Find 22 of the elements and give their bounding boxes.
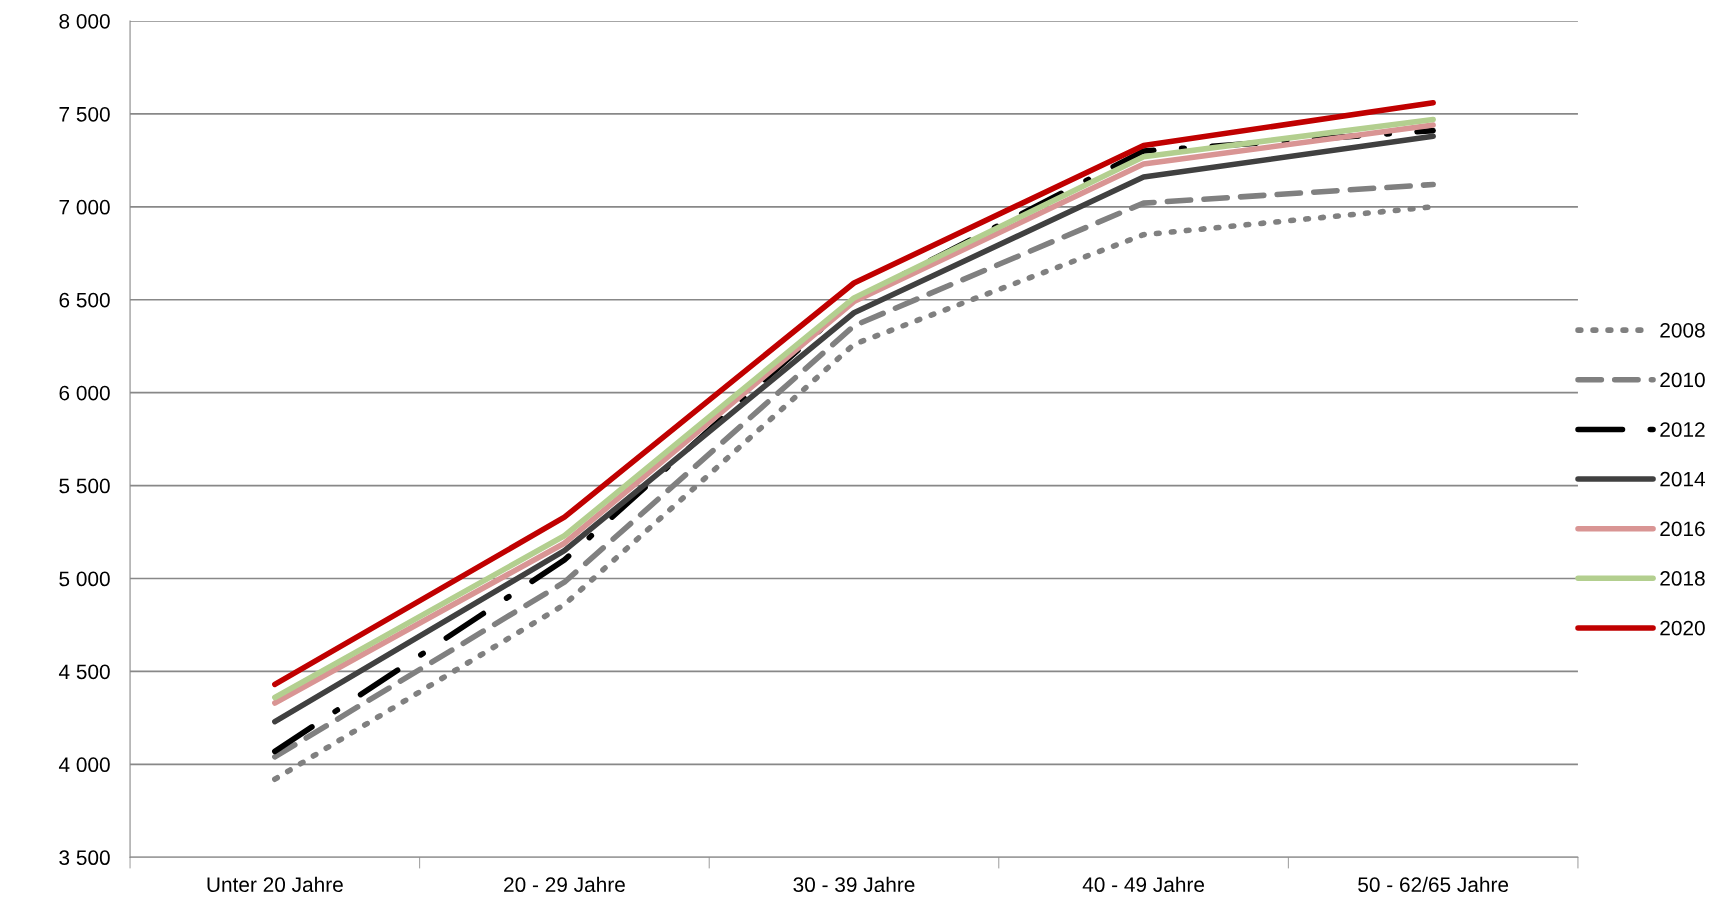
x-tick-label: 30 - 39 Jahre	[793, 876, 915, 893]
y-tick-label: 7 000	[59, 199, 110, 215]
legend-label: 2014	[1660, 471, 1706, 487]
y-tick-label: 6 500	[59, 292, 110, 308]
legend-label: 2012	[1660, 422, 1705, 437]
y-tick-label: 5 500	[59, 478, 110, 494]
y-tick-label: 3 500	[59, 850, 110, 866]
legend-label: 2008	[1660, 322, 1705, 338]
y-tick-label: 4 500	[58, 664, 110, 680]
y-tick-label: 8 000	[59, 13, 110, 29]
x-tick-label: Unter 20 Jahre	[207, 876, 343, 893]
x-tick-label: 50 - 62/65 Jahre	[1358, 876, 1509, 893]
y-tick-label: 7 500	[59, 106, 110, 122]
x-tick-label: 40 - 49 Jahre	[1082, 876, 1205, 893]
legend-label: 2018	[1660, 571, 1705, 586]
legend-label: 2010	[1660, 372, 1705, 388]
y-tick-label: 6 000	[59, 385, 110, 401]
legend-label: 2016	[1660, 521, 1705, 537]
legend-label: 2020	[1660, 620, 1705, 636]
y-tick-label: 5 000	[59, 571, 110, 587]
y-tick-label: 4 000	[58, 757, 110, 773]
x-tick-label: 20 - 29 Jahre	[504, 876, 625, 893]
